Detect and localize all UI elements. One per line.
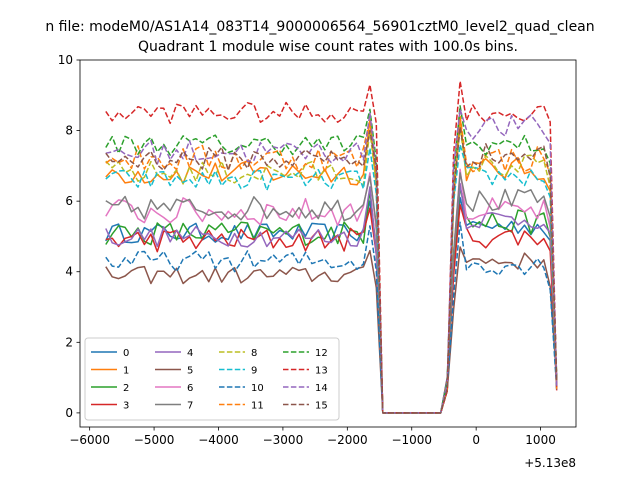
series-line-6	[105, 168, 558, 414]
x-tick-label: 0	[472, 433, 480, 447]
legend-label-13: 13	[315, 366, 328, 377]
x-tick-label: −3000	[263, 433, 304, 447]
legend-label-4: 4	[187, 348, 193, 359]
series-line-3	[105, 203, 558, 414]
x-tick-label: −2000	[327, 433, 368, 447]
plot-area: −6000 −5000 −4000 −3000 −2000 −1000 0 1000 0 2 4 6 8…	[58, 53, 577, 447]
x-tick-label: −6000	[69, 433, 110, 447]
y-tick-label: 6	[65, 194, 73, 208]
series-line-4	[105, 182, 558, 414]
legend-label-2: 2	[123, 383, 129, 394]
series-line-10	[105, 221, 558, 414]
y-tick-label: 4	[65, 265, 73, 279]
legend-label-1: 1	[123, 366, 129, 377]
chart-title: Quadrant 1 module wise count rates with …	[138, 39, 518, 55]
legend-label-3: 3	[123, 401, 129, 412]
axes-frame	[79, 59, 577, 428]
series-lines	[105, 80, 558, 414]
legend-label-5: 5	[187, 366, 193, 377]
y-tick-label: 8	[65, 124, 73, 138]
series-line-9	[105, 143, 558, 414]
legend-label-10: 10	[251, 383, 264, 394]
legend-label-15: 15	[315, 401, 328, 412]
legend-label-6: 6	[187, 383, 193, 394]
legend-label-11: 11	[251, 401, 264, 412]
series-line-5	[105, 246, 558, 414]
legend-box	[84, 337, 340, 421]
legend-label-12: 12	[315, 348, 328, 359]
x-tick-label: 1000	[525, 433, 556, 447]
x-tick-label: −5000	[134, 433, 175, 447]
y-tick-label: 2	[65, 335, 73, 349]
legend-label-7: 7	[187, 401, 193, 412]
y-tick-label: 0	[65, 406, 73, 420]
series-line-12	[105, 105, 558, 414]
legend-label-8: 8	[251, 348, 257, 359]
x-tick-label: −1000	[391, 433, 432, 447]
series-line-7	[105, 172, 558, 414]
legend-label-14: 14	[315, 383, 328, 394]
figure-suptitle: n file: modeM0/AS1A14_083T14_9000006564_…	[45, 19, 594, 35]
legend-label-9: 9	[251, 366, 257, 377]
x-axis: −6000 −5000 −4000 −3000 −2000 −1000 0 1000	[69, 427, 556, 447]
y-axis: 0 2 4 6 8 10	[58, 53, 80, 420]
series-line-13	[105, 80, 558, 414]
x-tick-label: −4000	[198, 433, 239, 447]
x-offset-label: +5.13e8	[524, 456, 576, 470]
y-tick-label: 10	[58, 53, 73, 67]
legend-label-0: 0	[123, 348, 129, 359]
series-line-15	[105, 126, 558, 414]
